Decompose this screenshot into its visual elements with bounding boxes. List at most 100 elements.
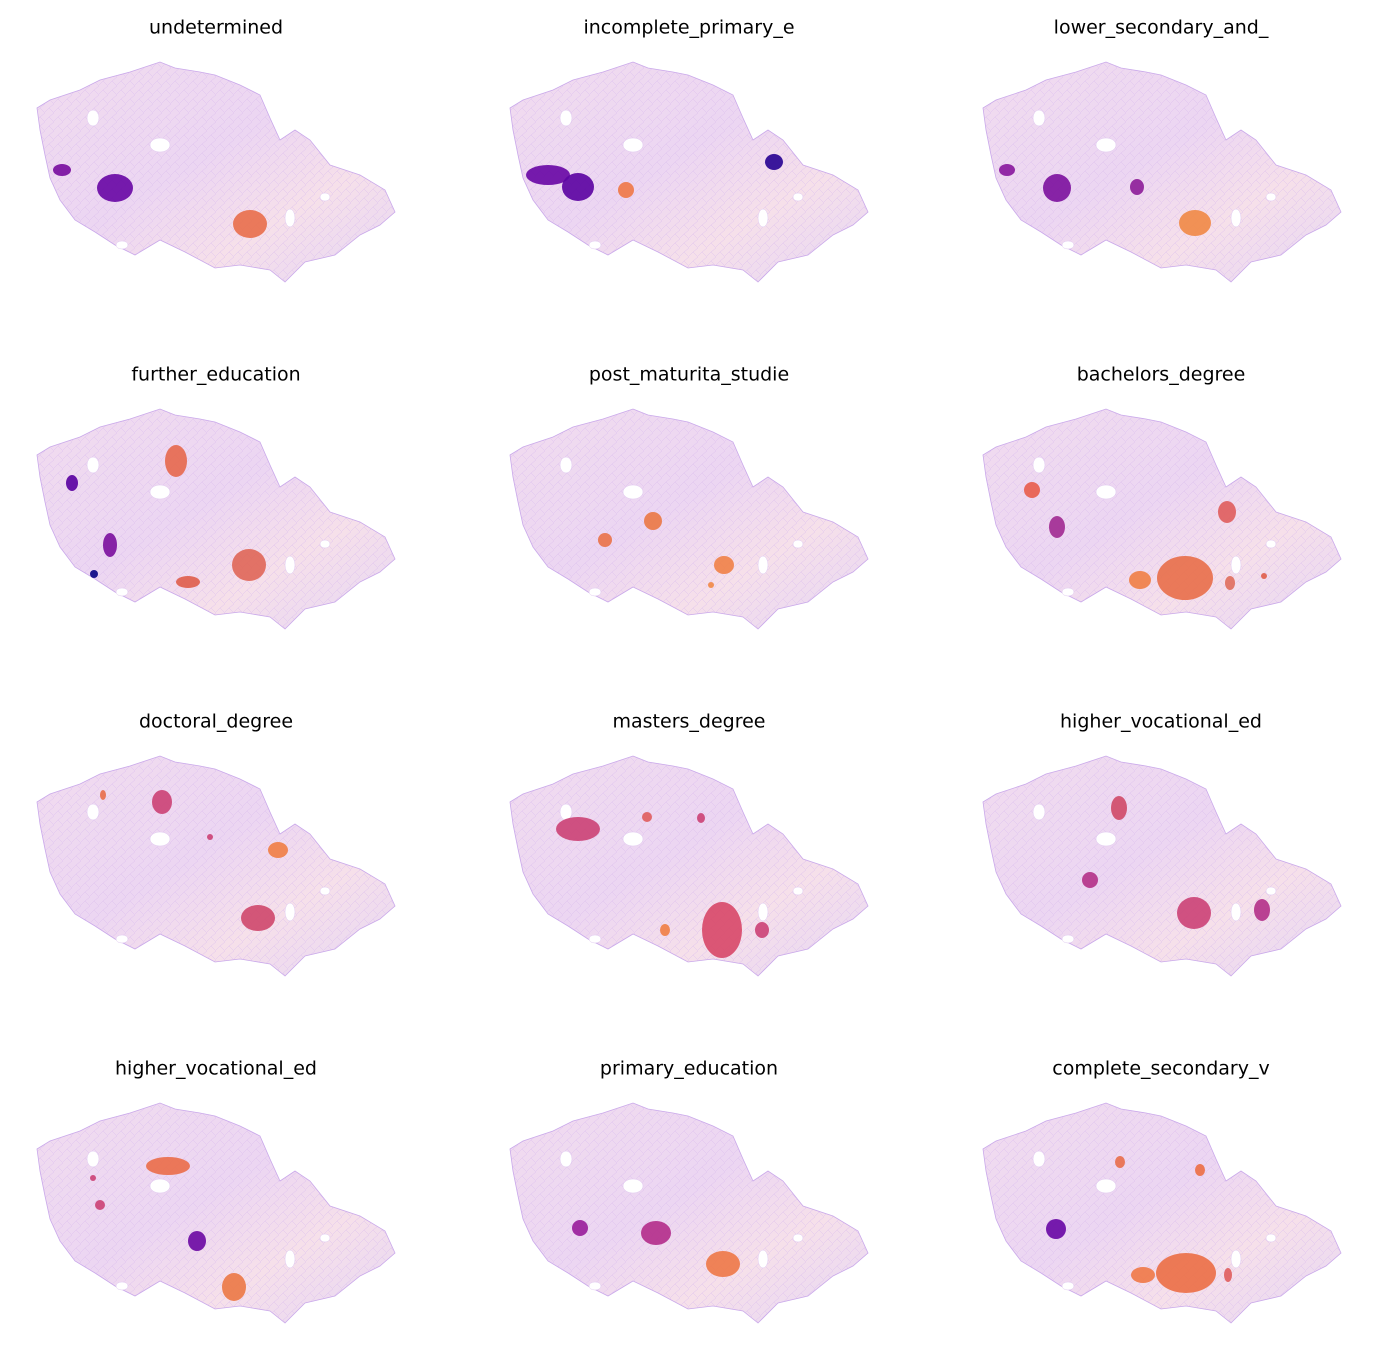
panel-title: primary_education (600, 1058, 778, 1080)
panel-title: higher_vocational_ed (115, 1058, 317, 1080)
panel-title: lower_secondary_and_ (1054, 17, 1269, 39)
district-mesh (510, 62, 868, 282)
city-hole (1095, 831, 1117, 847)
cluster (100, 790, 106, 800)
cluster (103, 533, 117, 557)
cluster (232, 549, 266, 581)
map-panel (509, 1102, 869, 1324)
map-panel (509, 755, 869, 977)
city-hole (792, 539, 804, 549)
cluster (641, 1221, 671, 1245)
cluster (188, 1231, 206, 1251)
city-hole (319, 886, 331, 896)
city-hole (622, 484, 644, 500)
district-mesh (510, 1103, 868, 1323)
cluster (222, 1273, 246, 1301)
city-hole (792, 886, 804, 896)
cluster (598, 533, 612, 547)
cluster (95, 1200, 105, 1210)
district-mesh (983, 1103, 1341, 1323)
district-mesh (983, 409, 1341, 629)
city-hole (115, 1281, 129, 1291)
map-panel (36, 755, 396, 977)
city-hole (588, 934, 602, 944)
cluster (642, 812, 652, 822)
cluster (1157, 556, 1213, 600)
city-hole (1061, 1281, 1075, 1291)
cluster (1043, 174, 1071, 202)
map-panel (982, 1102, 1342, 1324)
cluster (1179, 210, 1211, 236)
city-hole (284, 555, 296, 575)
cluster (1082, 872, 1098, 888)
city-hole (757, 208, 769, 228)
city-hole (622, 137, 644, 153)
district-mesh (37, 756, 395, 976)
city-hole (1095, 484, 1117, 500)
cluster (1218, 501, 1236, 523)
city-hole (757, 555, 769, 575)
city-hole (1230, 555, 1242, 575)
city-hole (559, 1150, 573, 1168)
city-hole (284, 902, 296, 922)
cluster (999, 164, 1015, 176)
city-hole (1265, 886, 1277, 896)
cluster (660, 924, 670, 936)
cluster (1129, 571, 1151, 589)
cluster (1115, 1156, 1125, 1168)
city-hole (1230, 208, 1242, 228)
city-hole (1032, 109, 1046, 127)
district-mesh (510, 756, 868, 976)
city-hole (559, 109, 573, 127)
cluster (572, 1220, 588, 1236)
city-hole (86, 109, 100, 127)
panel-title: masters_degree (613, 711, 766, 733)
city-hole (1032, 1150, 1046, 1168)
cluster (1254, 899, 1270, 921)
cluster (1049, 516, 1065, 538)
city-hole (284, 208, 296, 228)
panel-title: bachelors_degree (1077, 364, 1246, 386)
cluster (152, 790, 172, 814)
city-hole (115, 587, 129, 597)
district-mesh (37, 1103, 395, 1323)
panel-title: post_maturita_studie (589, 364, 789, 386)
cluster (1024, 482, 1040, 498)
cluster (618, 182, 634, 198)
city-hole (1095, 137, 1117, 153)
cluster (1111, 796, 1127, 820)
cluster (1130, 179, 1144, 195)
city-hole (588, 240, 602, 250)
cluster (53, 164, 71, 176)
city-hole (588, 587, 602, 597)
cluster (556, 817, 600, 841)
city-hole (792, 192, 804, 202)
map-panel (982, 408, 1342, 630)
cluster (714, 556, 734, 574)
map-panel (509, 408, 869, 630)
cluster (708, 582, 714, 588)
cluster (165, 445, 187, 477)
cluster (176, 576, 200, 588)
city-hole (1032, 456, 1046, 474)
map-panel (36, 1102, 396, 1324)
panel-title: incomplete_primary_e (583, 17, 794, 39)
cluster (644, 512, 662, 530)
cluster (526, 165, 570, 185)
cluster (1195, 1164, 1205, 1176)
city-hole (1265, 539, 1277, 549)
cluster (1177, 897, 1211, 929)
city-hole (86, 1150, 100, 1168)
city-hole (1230, 1249, 1242, 1269)
city-hole (319, 192, 331, 202)
district-mesh (510, 409, 868, 629)
city-hole (622, 831, 644, 847)
map-panel (36, 408, 396, 630)
cluster (1224, 1268, 1232, 1282)
cluster (1261, 573, 1267, 579)
city-hole (622, 1178, 644, 1194)
city-hole (1061, 587, 1075, 597)
cluster (1131, 1267, 1155, 1283)
district-mesh (37, 62, 395, 282)
city-hole (149, 484, 171, 500)
